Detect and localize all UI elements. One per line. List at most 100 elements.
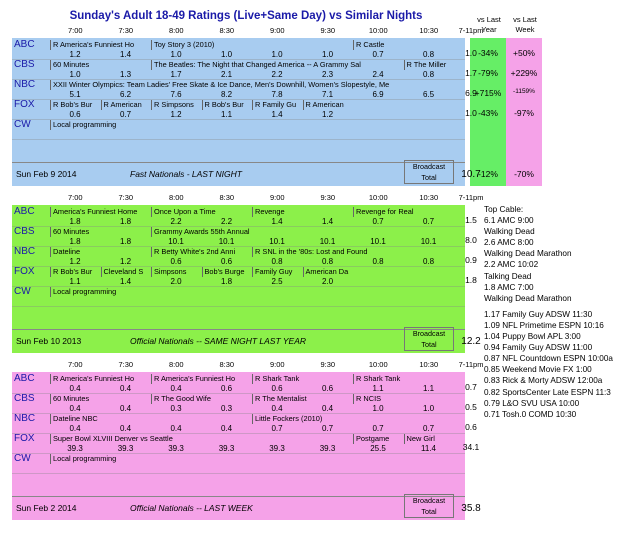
cable-item: 0.87 NFL Countdown ESPN 10:00a [484, 354, 613, 364]
rating-value: 0.8 [422, 257, 435, 266]
row-total: 8.0 [465, 235, 477, 245]
cable-item: 0.71 Tosh.0 COMD 10:30 [484, 409, 577, 419]
rating-value: 0.4 [271, 404, 283, 413]
rating-value: 10.1 [269, 237, 285, 246]
rating-value: 25.5 [370, 444, 386, 453]
cable-item: Walking Dead [484, 227, 535, 237]
rating-value: 1.8 [69, 217, 81, 226]
program-cell: R Castle [353, 40, 454, 50]
rating-value: 2.2 [220, 217, 233, 226]
program-cell: Postgame [353, 434, 404, 444]
panel-subtitle: Fast Nationals - LAST NIGHT [130, 169, 242, 179]
rating-value: 6.5 [422, 90, 435, 99]
footer-divider [12, 496, 465, 497]
rating-value: 1.2 [69, 50, 81, 59]
row-total: 6.9 [465, 88, 477, 98]
time-header: 10:00 [368, 360, 388, 369]
program-cell: Family Guy [252, 267, 303, 277]
rating-value: 0.7 [422, 217, 435, 226]
rating-value: 1.4 [271, 217, 283, 226]
time-header: 10:00 [368, 26, 388, 35]
panel-subtitle: Official Nationals -- LAST WEEK [130, 503, 253, 513]
rating-value: 0.4 [69, 384, 81, 393]
rating-value: 39.3 [319, 444, 336, 453]
row-total: 34.1 [462, 442, 480, 452]
network-cbs: CBS [14, 226, 35, 237]
vs-last-week-value: +229% [510, 68, 538, 78]
program-cell: R The Good Wife [151, 394, 252, 404]
rating-value: 7.8 [271, 90, 283, 99]
rating-value: 1.8 [119, 237, 132, 246]
program-cell: Dateline NBC [50, 414, 252, 424]
rating-value: 7.6 [170, 90, 182, 99]
time-header: 7:00 [67, 360, 83, 369]
vs-last-year-column [470, 38, 506, 186]
time-header: 8:30 [219, 360, 235, 369]
vs-last-year-value: +715% [474, 88, 502, 98]
row-total: 1.0 [465, 48, 477, 58]
row-total: 0.9 [465, 255, 477, 265]
program-cell: R The Miller [403, 60, 455, 70]
cable-item: 0.83 Rick & Morty ADSW 12:00a [484, 376, 603, 386]
vs-last-year-value: -34% [478, 48, 498, 58]
rating-value: 0.4 [119, 384, 132, 393]
row-divider [12, 266, 465, 267]
rating-value: 0.8 [372, 257, 384, 266]
cable-item: 1.17 Family Guy ADSW 11:30 [484, 309, 593, 319]
rating-value: 0.7 [372, 217, 384, 226]
total-vs-last-week: -70% [514, 169, 534, 179]
network-cw: CW [14, 453, 31, 464]
program-cell: 60 Minutes [50, 227, 151, 237]
cable-item: 0.82 SportsCenter Late ESPN 11:3 [484, 387, 611, 397]
rating-value: 6.9 [372, 90, 384, 99]
rating-value: 1.8 [119, 217, 132, 226]
program-cell: R Shark Tank [353, 374, 454, 384]
program-cell: R America's Funniest Ho [50, 374, 151, 384]
program-cell: Bob's Burge [201, 267, 253, 277]
program-cell: 60 Minutes [50, 394, 151, 404]
vs-last-week-value: +50% [513, 48, 535, 58]
time-header: 7-11pm [458, 360, 484, 369]
row-divider [12, 453, 465, 454]
network-nbc: NBC [14, 413, 36, 424]
time-header: 9:30 [320, 193, 336, 202]
cable-item: 6.1 AMC 9:00 [484, 216, 534, 226]
rating-value: 0.3 [220, 404, 233, 413]
program-cell: Toy Story 3 (2010) [151, 40, 353, 50]
rating-value: 1.0 [170, 50, 182, 59]
time-header: 10:00 [368, 193, 388, 202]
program-cell: Revenge for Real [353, 207, 454, 217]
rating-value: 0.4 [119, 404, 132, 413]
rating-value: 0.7 [422, 424, 435, 433]
program-cell: America's Funniest Home [50, 207, 151, 217]
broadcast-total-value: 35.8 [461, 503, 481, 514]
broadcast-total-label: Broadcast Total [404, 327, 454, 351]
rating-value: 1.2 [321, 110, 334, 119]
rating-value: 1.2 [69, 257, 81, 266]
row-divider [12, 413, 465, 414]
rating-value: 1.4 [271, 110, 283, 119]
network-nbc: NBC [14, 246, 36, 257]
time-header: 8:00 [168, 193, 184, 202]
rating-value: 2.2 [170, 217, 182, 226]
rating-value: 0.4 [220, 424, 233, 433]
row-total: 0.6 [465, 422, 477, 432]
rating-value: 1.4 [321, 217, 334, 226]
rating-value: 39.3 [67, 444, 83, 453]
program-cell: Simpsons [151, 267, 202, 277]
rating-value: 1.0 [271, 50, 283, 59]
time-header: 8:30 [219, 193, 235, 202]
broadcast-total-label: Broadcast Total [404, 494, 454, 518]
time-header: 7:30 [118, 193, 134, 202]
rating-value: 0.8 [422, 50, 435, 59]
rating-value: 7.1 [321, 90, 334, 99]
program-cell: XXII Winter Olympics: Team Ladies' Free … [50, 80, 454, 90]
row-divider [12, 226, 465, 227]
rating-value: 0.6 [69, 110, 81, 119]
cable-item: 0.85 Weekend Movie FX 1:00 [484, 365, 592, 375]
program-cell: R SNL in the '80s: Lost and Found [252, 247, 454, 257]
network-abc: ABC [14, 206, 35, 217]
network-fox: FOX [14, 433, 35, 444]
rating-value: 1.3 [119, 70, 132, 79]
top-cable-list: Top Cable: 6.1 AMC 9:00 Walking Dead 2.6 AM… [484, 204, 613, 420]
